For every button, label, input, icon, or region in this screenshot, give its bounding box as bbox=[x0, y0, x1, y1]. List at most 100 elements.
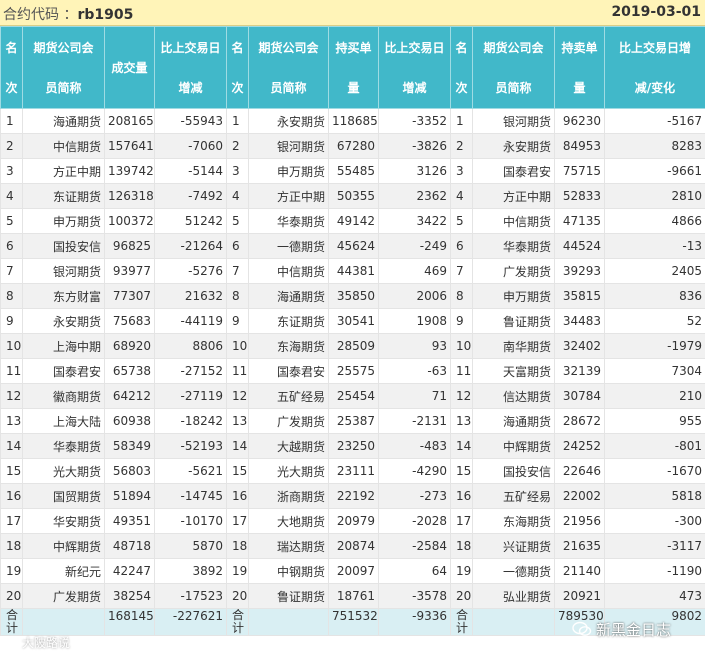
cell-rank: 4 bbox=[450, 183, 473, 209]
cell-long-change: -2584 bbox=[378, 533, 451, 559]
cell-long-qty: 44381 bbox=[328, 258, 379, 284]
table-row: 17 华安期货 49351 -10170 17 大地期货 20979 -2028 17 东海期货 2… bbox=[0, 508, 705, 534]
cell-long-qty: 20979 bbox=[328, 508, 379, 534]
cell-volume-change: -10170 bbox=[154, 508, 227, 534]
cell-rank: 10 bbox=[0, 333, 23, 359]
cell-company: 国泰君安 bbox=[472, 158, 555, 184]
cell bbox=[472, 608, 555, 636]
cell-rank: 15 bbox=[450, 458, 473, 484]
cell-company: 上海大陆 bbox=[22, 408, 105, 434]
cell-rank: 13 bbox=[0, 408, 23, 434]
cell-volume: 56803 bbox=[104, 458, 155, 484]
cell-short-change: -9661 bbox=[604, 158, 705, 184]
cell-rank: 17 bbox=[450, 508, 473, 534]
cell-volume-change: -17523 bbox=[154, 583, 227, 609]
cell-short-qty: 75715 bbox=[554, 158, 605, 184]
cell-short-change: -13 bbox=[604, 233, 705, 259]
cell-company: 海通期货 bbox=[22, 108, 105, 134]
cell-company: 五矿经易 bbox=[248, 383, 329, 409]
cell-short-change: -1979 bbox=[604, 333, 705, 359]
cell-rank: 20 bbox=[226, 583, 249, 609]
cell-company: 银河期货 bbox=[472, 108, 555, 134]
cell-volume: 96825 bbox=[104, 233, 155, 259]
cell-company: 永安期货 bbox=[22, 308, 105, 334]
cell-long-qty: 67280 bbox=[328, 133, 379, 159]
cell-rank: 9 bbox=[0, 308, 23, 334]
cell-rank: 15 bbox=[226, 458, 249, 484]
cell-company: 方正中期 bbox=[22, 158, 105, 184]
cell-volume: 64212 bbox=[104, 383, 155, 409]
col-company: 期货公司会 员简称 bbox=[248, 26, 329, 109]
cell-short-qty: 52833 bbox=[554, 183, 605, 209]
cell-long-change: 3422 bbox=[378, 208, 451, 234]
cell-company: 鲁证期货 bbox=[472, 308, 555, 334]
cell-short-qty: 32139 bbox=[554, 358, 605, 384]
cell-long-change: 71 bbox=[378, 383, 451, 409]
cell-company: 瑞达期货 bbox=[248, 533, 329, 559]
cell-company: 光大期货 bbox=[22, 458, 105, 484]
cell-rank: 1 bbox=[450, 108, 473, 134]
cell-company: 东方财富 bbox=[22, 283, 105, 309]
cell-short-qty: 28672 bbox=[554, 408, 605, 434]
cell-rank: 6 bbox=[226, 233, 249, 259]
cell-company: 中钢期货 bbox=[248, 558, 329, 584]
cell-rank: 1 bbox=[226, 108, 249, 134]
cell-rank: 9 bbox=[450, 308, 473, 334]
cell bbox=[22, 608, 105, 636]
cell-long-qty: 20097 bbox=[328, 558, 379, 584]
cell-long-qty: 18761 bbox=[328, 583, 379, 609]
cell-short-change: -1190 bbox=[604, 558, 705, 584]
cell-short-change: 473 bbox=[604, 583, 705, 609]
cell-rank: 7 bbox=[450, 258, 473, 284]
cell-volume-change: 3892 bbox=[154, 558, 227, 584]
cell-rank: 6 bbox=[0, 233, 23, 259]
table-row: 8 东方财富 77307 21632 8 海通期货 35850 2006 8 申万期货 35815 8… bbox=[0, 283, 705, 309]
cell-company: 国投安信 bbox=[22, 233, 105, 259]
cell-long-qty: 20874 bbox=[328, 533, 379, 559]
cell-volume: 65738 bbox=[104, 358, 155, 384]
cell-volume-change: -5621 bbox=[154, 458, 227, 484]
cell-volume: 42247 bbox=[104, 558, 155, 584]
cell-volume-change: -14745 bbox=[154, 483, 227, 509]
cell-volume: 60938 bbox=[104, 408, 155, 434]
cell-rank: 1 bbox=[0, 108, 23, 134]
cell-rank: 6 bbox=[450, 233, 473, 259]
cell-rank: 8 bbox=[0, 283, 23, 309]
cell-volume-change: -18242 bbox=[154, 408, 227, 434]
col-company: 期货公司会 员简称 bbox=[22, 26, 105, 109]
cell-volume-change: -5276 bbox=[154, 258, 227, 284]
cell-short-change: -300 bbox=[604, 508, 705, 534]
cell-rank: 14 bbox=[0, 433, 23, 459]
cell-rank: 2 bbox=[226, 133, 249, 159]
cell-company: 永安期货 bbox=[248, 108, 329, 134]
cell-short-change: 4866 bbox=[604, 208, 705, 234]
table-row: 14 华泰期货 58349 -52193 14 大越期货 23250 -483 14 中辉期货 24… bbox=[0, 433, 705, 459]
cell-volume-change: 8806 bbox=[154, 333, 227, 359]
cell-rank: 2 bbox=[0, 133, 23, 159]
total-label: 合计 bbox=[226, 608, 249, 636]
cell-long-qty: 35850 bbox=[328, 283, 379, 309]
cell-company: 方正中期 bbox=[248, 183, 329, 209]
table-row: 9 永安期货 75683 -44119 9 东证期货 30541 1908 9 鲁证期货 34483… bbox=[0, 308, 705, 334]
cell-long-change: -3352 bbox=[378, 108, 451, 134]
cell-company: 广发期货 bbox=[22, 583, 105, 609]
cell-rank: 20 bbox=[0, 583, 23, 609]
cell-rank: 18 bbox=[450, 533, 473, 559]
cell-volume-change: 51242 bbox=[154, 208, 227, 234]
cell-volume-change: -52193 bbox=[154, 433, 227, 459]
cell-rank: 11 bbox=[0, 358, 23, 384]
cell-short-qty: 34483 bbox=[554, 308, 605, 334]
cell-rank: 18 bbox=[0, 533, 23, 559]
cell-volume-change: -7492 bbox=[154, 183, 227, 209]
cell-volume-change: -27152 bbox=[154, 358, 227, 384]
table-row: 1 海通期货 208165 -55943 1 永安期货 118685 -3352 1 银河期货 96… bbox=[0, 108, 705, 134]
cell-company: 新纪元 bbox=[22, 558, 105, 584]
cell-volume: 75683 bbox=[104, 308, 155, 334]
cell-short-change: 836 bbox=[604, 283, 705, 309]
cell-short-qty: 35815 bbox=[554, 283, 605, 309]
cell-company: 鲁证期货 bbox=[248, 583, 329, 609]
cell-rank: 4 bbox=[0, 183, 23, 209]
table-header-row: 名次 期货公司会 员简称 成交量 比上交易日 增减 名次 期货公司会 员简称 持买单量… bbox=[0, 26, 705, 109]
cell-company: 南华期货 bbox=[472, 333, 555, 359]
cell-short-qty: 21140 bbox=[554, 558, 605, 584]
